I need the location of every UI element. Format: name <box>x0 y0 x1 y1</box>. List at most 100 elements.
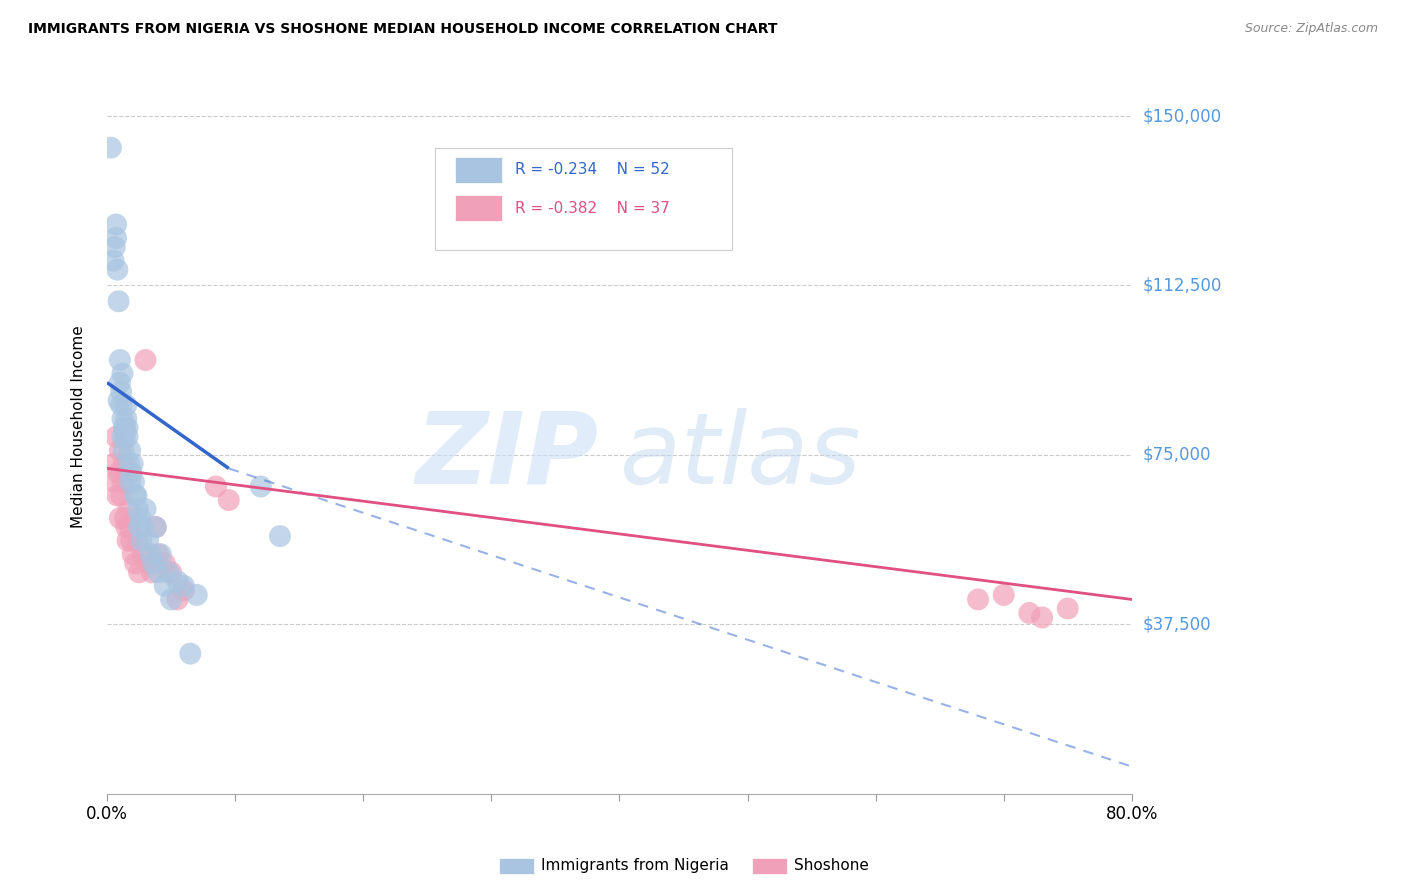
Point <box>132 520 155 534</box>
Point <box>148 566 170 580</box>
FancyBboxPatch shape <box>456 157 502 183</box>
Point <box>1056 601 1078 615</box>
Point <box>108 511 131 525</box>
Text: Immigrants from Nigeria: Immigrants from Nigeria <box>541 858 730 872</box>
Point <box>105 231 128 245</box>
Point <box>145 520 167 534</box>
Point <box>141 566 163 580</box>
Point <box>131 533 153 548</box>
Point <box>111 411 134 425</box>
Point <box>134 502 156 516</box>
Point <box>186 588 208 602</box>
Point <box>166 592 188 607</box>
Point <box>103 457 125 471</box>
Point <box>117 533 139 548</box>
Point <box>136 556 159 570</box>
Point <box>104 475 127 489</box>
Point <box>108 443 131 458</box>
Point <box>114 511 136 525</box>
Point <box>115 520 138 534</box>
Point <box>111 430 134 444</box>
Point <box>117 430 139 444</box>
Point <box>269 529 291 543</box>
Text: R = -0.382    N = 37: R = -0.382 N = 37 <box>515 201 669 216</box>
Point <box>105 218 128 232</box>
Point <box>153 556 176 570</box>
Point <box>112 421 135 435</box>
Point <box>124 489 146 503</box>
Point <box>142 556 165 570</box>
Point <box>173 583 195 598</box>
Text: $150,000: $150,000 <box>1143 107 1222 125</box>
Point <box>121 547 143 561</box>
Point <box>108 376 131 390</box>
Text: atlas: atlas <box>620 408 860 505</box>
Point <box>128 566 150 580</box>
Point <box>118 457 141 471</box>
Point <box>1031 610 1053 624</box>
Point <box>145 520 167 534</box>
Point <box>111 367 134 381</box>
Text: ZIP: ZIP <box>416 408 599 505</box>
Text: $37,500: $37,500 <box>1143 615 1212 633</box>
Point <box>110 384 132 399</box>
Point <box>148 547 170 561</box>
Point <box>120 466 142 480</box>
Point <box>160 592 183 607</box>
Point <box>104 240 127 254</box>
Point <box>107 466 129 480</box>
Point <box>115 411 138 425</box>
Point <box>117 421 139 435</box>
Text: $75,000: $75,000 <box>1143 446 1212 464</box>
Point <box>114 421 136 435</box>
Point <box>205 479 228 493</box>
Point <box>100 141 122 155</box>
Point <box>139 547 162 561</box>
Point <box>993 588 1015 602</box>
Point <box>114 430 136 444</box>
Point <box>160 566 183 580</box>
Point <box>120 443 142 458</box>
FancyBboxPatch shape <box>434 148 733 251</box>
FancyBboxPatch shape <box>456 195 502 221</box>
Point <box>120 475 142 489</box>
Point <box>124 556 146 570</box>
Point <box>105 489 128 503</box>
Point <box>111 475 134 489</box>
Point <box>122 475 145 489</box>
Point <box>107 393 129 408</box>
Point <box>179 647 201 661</box>
Point <box>967 592 990 607</box>
Point <box>218 493 240 508</box>
Point <box>110 489 132 503</box>
Point <box>121 457 143 471</box>
Point <box>129 511 152 525</box>
Point <box>166 574 188 589</box>
Point <box>136 533 159 548</box>
Point <box>110 398 132 412</box>
Text: Shoshone: Shoshone <box>794 858 869 872</box>
Point <box>105 262 128 277</box>
Text: Source: ZipAtlas.com: Source: ZipAtlas.com <box>1244 22 1378 36</box>
Point <box>112 457 135 471</box>
Text: $112,500: $112,500 <box>1143 277 1222 294</box>
Point <box>118 502 141 516</box>
Point <box>149 547 172 561</box>
Point <box>125 489 148 503</box>
Point <box>1018 606 1040 620</box>
Point <box>108 353 131 368</box>
Text: IMMIGRANTS FROM NIGERIA VS SHOSHONE MEDIAN HOUSEHOLD INCOME CORRELATION CHART: IMMIGRANTS FROM NIGERIA VS SHOSHONE MEDI… <box>28 22 778 37</box>
Point <box>120 520 142 534</box>
Text: R = -0.234    N = 52: R = -0.234 N = 52 <box>515 162 669 178</box>
Point <box>153 579 176 593</box>
Point <box>249 479 271 493</box>
Point <box>134 353 156 368</box>
Point <box>107 294 129 309</box>
Point <box>173 579 195 593</box>
Point <box>132 547 155 561</box>
Point <box>103 253 125 268</box>
Y-axis label: Median Household Income: Median Household Income <box>72 326 86 528</box>
Point <box>105 430 128 444</box>
Point <box>128 520 150 534</box>
Point <box>112 443 135 458</box>
